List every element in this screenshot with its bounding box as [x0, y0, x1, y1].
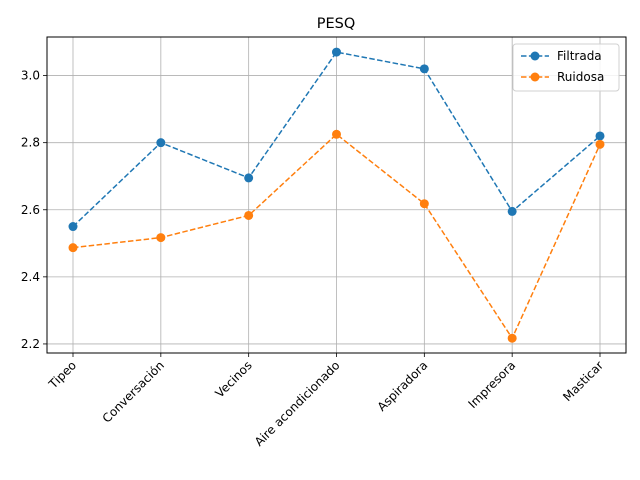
legend-marker-filtrada: [530, 51, 540, 61]
data-point: [507, 206, 517, 216]
y-tick-label: 2.2: [21, 337, 40, 351]
data-point: [419, 64, 429, 74]
y-tick-label: 3.0: [21, 69, 40, 83]
series-ruidosa: [68, 129, 605, 343]
data-point: [419, 199, 429, 209]
data-point: [507, 333, 517, 343]
data-point: [595, 131, 605, 141]
legend-label-filtrada: Filtrada: [557, 49, 602, 63]
data-point: [156, 138, 166, 148]
data-point: [595, 139, 605, 149]
grid-lines: [47, 37, 626, 353]
legend-marker-ruidosa: [530, 72, 540, 82]
data-point: [156, 233, 166, 243]
legend-label-ruidosa: Ruidosa: [557, 70, 604, 84]
data-point: [68, 222, 78, 232]
chart-title: PESQ: [317, 16, 356, 32]
data-point: [244, 173, 254, 183]
data-point: [244, 210, 254, 220]
series-filtrada: [68, 47, 605, 232]
y-tick-label: 2.6: [21, 203, 40, 217]
data-point: [68, 243, 78, 253]
data-point: [332, 129, 341, 139]
y-tick-label: 2.4: [21, 270, 40, 284]
y-tick-label: 2.8: [21, 136, 40, 150]
legend: Filtrada Ruidosa: [512, 43, 620, 92]
data-point: [332, 47, 341, 57]
series-group: [68, 47, 605, 343]
